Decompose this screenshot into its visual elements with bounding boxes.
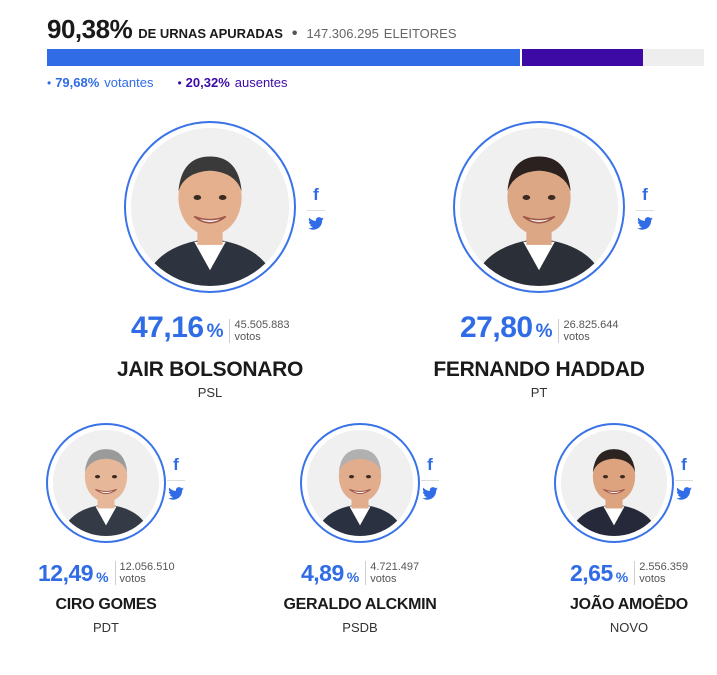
photo-frame [131, 128, 289, 286]
photo-frame [307, 430, 413, 536]
candidate-party: PSL [197, 385, 223, 400]
legend-bullet: • [47, 75, 52, 90]
vote-percent: 4,89 [301, 560, 344, 586]
twitter-icon[interactable] [308, 217, 324, 230]
social-share: f [167, 456, 185, 500]
facebook-icon[interactable]: f [427, 455, 433, 474]
portrait-illustration [307, 430, 413, 536]
candidate-name: FERNANDO HADDAD [433, 358, 645, 381]
legend-votantes: • 79,68% votantes [47, 75, 153, 90]
urnas-apuradas-percent: 90,38% [47, 14, 133, 44]
social-share: f [307, 186, 325, 230]
facebook-icon[interactable]: f [642, 185, 648, 204]
candidate-stats: 4,89 % 4.721.497 votos [301, 561, 419, 585]
photo-frame [53, 430, 159, 536]
vote-count-block: 12.056.510 votos [114, 561, 175, 585]
percent-sign: % [615, 569, 629, 585]
separator-dot: • [291, 25, 298, 42]
candidate-stats: 2,65 % 2.556.359 votos [570, 561, 688, 585]
vote-count-block: 4.721.497 votos [365, 561, 419, 585]
portrait-illustration [561, 430, 667, 536]
portrait-illustration [131, 128, 289, 286]
votes-label: votos [563, 331, 590, 343]
candidate-party: PSDB [342, 620, 378, 635]
divider [421, 480, 439, 481]
divider [636, 210, 654, 211]
portrait-illustration [460, 128, 618, 286]
candidate-name: CIRO GOMES [55, 596, 157, 613]
votantes-percent: 79,68% [55, 75, 100, 90]
vote-percent: 12,49 [38, 560, 94, 586]
votes-label: votos [234, 331, 261, 343]
vote-count-block: 45.505.883 votos [229, 319, 290, 343]
candidate-stats: 27,80 % 26.825.644 votos [460, 313, 619, 343]
votes-label: votos [370, 573, 397, 585]
candidate-party: PDT [93, 620, 119, 635]
eleitores-count: 147.306.295 [306, 26, 379, 41]
facebook-icon[interactable]: f [681, 455, 687, 474]
apuracao-line: 90,38% DE URNAS APURADAS • 147.306.295 E… [47, 14, 707, 48]
social-share: f [636, 186, 654, 230]
candidate-party: PT [530, 385, 548, 400]
vote-percent: 2,65 [570, 560, 613, 586]
vote-percent: 27,80 [460, 311, 533, 344]
candidate-name: JOÃO AMOÊDO [570, 596, 688, 613]
vote-count: 45.505.883 [234, 319, 290, 331]
social-share: f [675, 456, 693, 500]
candidate-photo[interactable] [300, 423, 420, 543]
vote-count-block: 26.825.644 votos [558, 319, 619, 343]
percent-sign: % [206, 321, 224, 342]
vote-count: 2.556.359 [639, 561, 689, 573]
votantes-bar-segment [47, 49, 520, 66]
ausentes-percent: 20,32% [185, 75, 230, 90]
vote-count-block: 2.556.359 votos [634, 561, 688, 585]
facebook-icon[interactable]: f [173, 455, 179, 474]
legend-ausentes: • 20,32% ausentes [177, 75, 287, 90]
photo-frame [460, 128, 618, 286]
candidate-stats: 47,16 % 45.505.883 votos [131, 313, 290, 343]
percent-sign: % [535, 321, 553, 342]
twitter-icon[interactable] [422, 487, 438, 500]
candidate-photo[interactable] [554, 423, 674, 543]
votes-label: votos [119, 573, 146, 585]
twitter-icon[interactable] [168, 487, 184, 500]
eleitores-label: ELEITORES [383, 26, 457, 41]
candidate-name: JAIR BOLSONARO [117, 358, 303, 381]
legend-bullet: • [177, 75, 182, 90]
vote-count: 26.825.644 [563, 319, 619, 331]
divider [675, 480, 693, 481]
results-header: 90,38% DE URNAS APURADAS • 147.306.295 E… [47, 14, 707, 48]
portrait-illustration [53, 430, 159, 536]
percent-sign: % [96, 569, 109, 585]
candidate-photo[interactable] [124, 121, 296, 293]
candidate-photo[interactable] [453, 121, 625, 293]
turnout-legend: • 79,68% votantes • 20,32% ausentes [47, 75, 312, 90]
twitter-icon[interactable] [637, 217, 653, 230]
divider [167, 480, 185, 481]
ausentes-bar-segment [520, 49, 643, 66]
ausentes-label: ausentes [234, 75, 288, 90]
candidate-party: NOVO [609, 620, 649, 635]
vote-percent: 47,16 [131, 311, 204, 344]
social-share: f [421, 456, 439, 500]
photo-frame [561, 430, 667, 536]
divider [307, 210, 325, 211]
candidate-photo[interactable] [46, 423, 166, 543]
vote-count: 12.056.510 [119, 561, 175, 573]
twitter-icon[interactable] [676, 487, 692, 500]
candidate-stats: 12,49 % 12.056.510 votos [38, 561, 175, 585]
percent-sign: % [346, 569, 360, 585]
vote-count: 4.721.497 [370, 561, 420, 573]
urnas-apuradas-label: DE URNAS APURADAS [138, 26, 283, 41]
turnout-progress-bar [47, 49, 704, 66]
facebook-icon[interactable]: f [313, 185, 319, 204]
votes-label: votos [639, 573, 666, 585]
candidate-name: GERALDO ALCKMIN [283, 596, 437, 613]
votantes-label: votantes [104, 75, 154, 90]
